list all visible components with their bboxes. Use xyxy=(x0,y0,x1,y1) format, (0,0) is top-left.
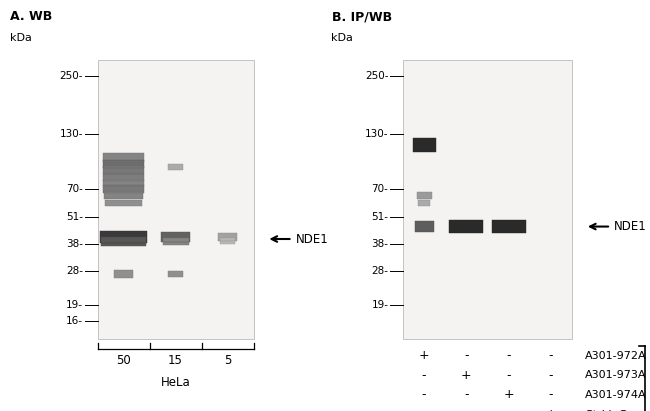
Text: -: - xyxy=(549,388,553,402)
Bar xyxy=(103,185,144,193)
Text: 130-: 130- xyxy=(59,129,83,139)
Bar xyxy=(103,160,144,168)
Text: kDa: kDa xyxy=(332,33,354,43)
Bar xyxy=(103,180,144,186)
Text: -: - xyxy=(422,369,426,382)
Bar xyxy=(418,200,430,206)
Text: 38-: 38- xyxy=(371,238,389,249)
Text: NDE1: NDE1 xyxy=(614,220,647,233)
Text: -: - xyxy=(506,369,511,382)
Text: 250-: 250- xyxy=(365,71,389,81)
Bar xyxy=(104,192,143,199)
Bar xyxy=(103,180,144,186)
Bar xyxy=(103,166,144,173)
Bar xyxy=(417,192,432,199)
Text: 70-: 70- xyxy=(66,184,83,194)
Bar xyxy=(491,220,525,233)
Text: +: + xyxy=(461,369,472,382)
Text: IP: IP xyxy=(649,379,650,392)
Text: 19-: 19- xyxy=(66,300,83,310)
Bar xyxy=(103,173,144,181)
Text: 16-: 16- xyxy=(66,316,83,326)
Bar xyxy=(161,232,190,242)
Text: Ctrl IgG: Ctrl IgG xyxy=(585,410,627,411)
Bar xyxy=(114,270,133,278)
Text: -: - xyxy=(506,349,511,362)
Bar xyxy=(403,60,572,339)
Bar xyxy=(491,220,525,233)
Text: B. IP/WB: B. IP/WB xyxy=(332,10,391,23)
Bar xyxy=(415,221,434,232)
Text: A301-972A: A301-972A xyxy=(585,351,647,360)
Text: -: - xyxy=(422,388,426,402)
Bar xyxy=(218,233,237,240)
Text: 28-: 28- xyxy=(66,266,83,276)
Text: 50: 50 xyxy=(116,354,131,367)
Bar xyxy=(418,200,430,206)
Bar xyxy=(220,238,235,244)
Bar xyxy=(413,139,436,152)
Bar xyxy=(114,270,133,278)
Text: 51-: 51- xyxy=(66,212,83,222)
Bar xyxy=(101,237,146,246)
Text: A301-974A: A301-974A xyxy=(585,390,647,400)
Text: A. WB: A. WB xyxy=(10,10,52,23)
Bar xyxy=(218,233,237,240)
Text: 70-: 70- xyxy=(372,184,389,194)
Bar xyxy=(100,231,147,243)
Bar xyxy=(168,164,183,170)
Text: 250-: 250- xyxy=(59,71,83,81)
Text: -: - xyxy=(549,369,553,382)
Text: -: - xyxy=(464,388,469,402)
Text: +: + xyxy=(503,388,514,402)
Text: 19-: 19- xyxy=(371,300,389,310)
Bar xyxy=(413,139,436,152)
Bar xyxy=(415,221,434,232)
Text: -: - xyxy=(422,408,426,411)
Bar xyxy=(103,173,144,181)
Bar xyxy=(103,153,144,162)
Bar xyxy=(162,238,188,245)
Text: kDa: kDa xyxy=(10,33,32,43)
Text: 28-: 28- xyxy=(371,266,389,276)
Bar xyxy=(168,271,183,277)
Bar xyxy=(103,160,144,168)
Bar xyxy=(98,60,254,339)
Bar xyxy=(105,200,142,206)
Bar xyxy=(103,153,144,162)
Text: +: + xyxy=(545,408,556,411)
Text: +: + xyxy=(419,349,430,362)
Text: 5: 5 xyxy=(224,354,231,367)
Bar xyxy=(168,164,183,170)
Bar xyxy=(104,192,143,199)
Bar xyxy=(105,200,142,206)
Bar xyxy=(101,237,146,246)
Text: -: - xyxy=(549,349,553,362)
Text: A301-973A: A301-973A xyxy=(585,370,647,380)
Bar xyxy=(450,220,484,233)
Text: HeLa: HeLa xyxy=(161,376,190,389)
Bar xyxy=(168,271,183,277)
Text: 130-: 130- xyxy=(365,129,389,139)
Text: NDE1: NDE1 xyxy=(296,233,328,245)
Bar xyxy=(103,166,144,173)
Bar xyxy=(103,185,144,193)
Bar xyxy=(220,238,235,244)
Bar xyxy=(417,192,432,199)
Bar xyxy=(161,232,190,242)
Bar xyxy=(100,231,147,243)
Text: 15: 15 xyxy=(168,354,183,367)
Text: -: - xyxy=(506,408,511,411)
Text: 38-: 38- xyxy=(66,238,83,249)
Bar xyxy=(450,220,484,233)
Text: -: - xyxy=(464,408,469,411)
Text: 51-: 51- xyxy=(371,212,389,222)
Text: -: - xyxy=(464,349,469,362)
Bar xyxy=(162,238,188,245)
